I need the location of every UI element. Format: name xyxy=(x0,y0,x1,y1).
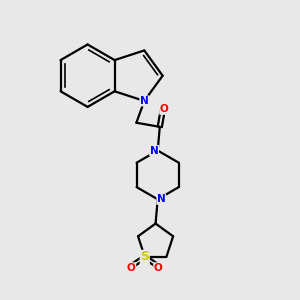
Text: N: N xyxy=(140,96,149,106)
Text: O: O xyxy=(160,104,169,114)
Text: N: N xyxy=(157,194,166,204)
Text: S: S xyxy=(140,250,149,263)
Text: N: N xyxy=(150,146,158,155)
Text: O: O xyxy=(154,263,163,273)
Text: O: O xyxy=(127,263,136,273)
